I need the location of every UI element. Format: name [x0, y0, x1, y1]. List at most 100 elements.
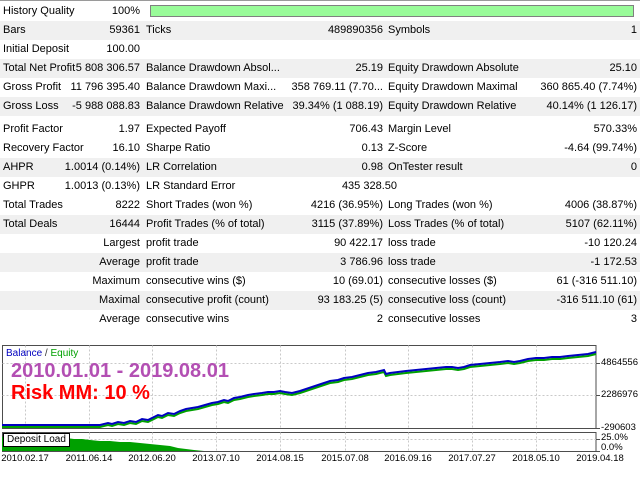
table-row: Total Net Profit 5 808 306.57 Balance Draw… — [0, 59, 640, 78]
cell-value-3: -4.64 (99.74%) — [564, 142, 637, 154]
x-axis-label: 2011.06.14 — [65, 453, 113, 464]
cell-label-1: History Quality — [3, 5, 75, 17]
deposit-axis-label: 25.0% — [601, 432, 628, 443]
balance-line — [2, 351, 597, 426]
chart-legend: Balance / Equity — [6, 348, 78, 359]
chart-canvas — [2, 345, 600, 452]
deposit-load-area — [2, 434, 596, 451]
cell-value-3: 25.10 — [609, 62, 637, 74]
main-grid — [2, 345, 596, 429]
table-row: GHPR 1.0013 (0.13%) LR Standard Error 435 3… — [0, 177, 640, 196]
cell-label-2: Balance Drawdown Maxi... — [146, 81, 277, 93]
cell-value-2: 4216 (36.95%) — [310, 199, 383, 211]
history-quality-bar — [150, 5, 634, 17]
cell-label-2: LR Correlation — [146, 161, 217, 173]
table-row: AHPR 1.0014 (0.14%) LR Correlation 0.98 OnTe… — [0, 158, 640, 177]
table-row: Average consecutive wins 2 consecutive loss… — [0, 310, 640, 329]
cell-value-1: 16.10 — [112, 142, 140, 154]
cell-value-1: 1.97 — [118, 123, 140, 135]
cell-label-2: consecutive wins — [146, 313, 230, 325]
balance-chart: Balance / Equity 2010.01.01 - 2019.08.01… — [0, 333, 640, 480]
x-axis-label: 2012.06.20 — [128, 453, 176, 464]
table-row: Gross Profit 11 796 395.40 Balance Drawdow… — [0, 78, 640, 97]
cell-value-1: -5 988 088.83 — [72, 100, 140, 112]
equity-line — [2, 353, 597, 428]
cell-value-2: 706.43 — [349, 123, 383, 135]
y-axis-label: 4864556 — [601, 357, 638, 368]
x-axis-label: 2015.07.08 — [321, 453, 369, 464]
cell-value-3: 4006 (38.87%) — [564, 199, 637, 211]
cell-label-3: loss trade — [388, 256, 436, 268]
cell-value-3: -10 120.24 — [584, 237, 637, 249]
cell-label-1: Total Trades — [3, 199, 63, 211]
cell-label-2: consecutive profit (count) — [146, 294, 269, 306]
cell-value-2: 90 422.17 — [334, 237, 383, 249]
x-axis-label: 2019.04.18 — [576, 453, 624, 464]
table-row: Gross Loss -5 988 088.83 Balance Drawdown … — [0, 97, 640, 116]
cell-value-1: Average — [99, 256, 140, 268]
cell-value-1: 100.00 — [106, 43, 140, 55]
cell-label-3: Equity Drawdown Relative — [388, 100, 517, 112]
cell-label-2: Short Trades (won %) — [146, 199, 253, 211]
cell-value-2: 0.98 — [361, 161, 383, 173]
table-row: History Quality 100% — [0, 2, 640, 21]
cell-label-1: Total Net Profit — [3, 62, 76, 74]
cell-label-1: GHPR — [3, 180, 35, 192]
cell-label-3: consecutive losses — [388, 313, 481, 325]
cell-value-1: 11 796 395.40 — [70, 81, 140, 93]
cell-value-2: 25.19 — [355, 62, 383, 74]
cell-value-1: Maximal — [99, 294, 140, 306]
cell-label-3: consecutive loss (count) — [388, 294, 506, 306]
cell-label-2: consecutive wins ($) — [146, 275, 246, 287]
cell-label-3: Symbols — [388, 24, 431, 36]
x-axis-label: 2016.09.16 — [384, 453, 432, 464]
cell-label-3: consecutive losses ($) — [388, 275, 497, 287]
cell-label-1: Bars — [3, 24, 26, 36]
cell-value-3: 5107 (62.11%) — [565, 218, 637, 230]
cell-label-3: Loss Trades (% of total) — [388, 218, 505, 230]
table-row: Bars 59361 Ticks 489890356 Symbols 1 — [0, 21, 640, 40]
table-row: Average profit trade 3 786.96 loss trade -1 … — [0, 253, 640, 272]
cell-label-3: Long Trades (won %) — [388, 199, 493, 211]
cell-value-3: -316 511.10 (61) — [556, 294, 637, 306]
cell-label-3: Z-Score — [388, 142, 428, 154]
cell-label-2: Ticks — [146, 24, 172, 36]
cell-label-2: Sharpe Ratio — [146, 142, 211, 154]
cell-value-1: 16444 — [109, 218, 140, 230]
legend-equity: Equity — [50, 348, 79, 359]
table-row: Largest profit trade 90 422.17 loss trade -1… — [0, 234, 640, 253]
cell-label-2: profit trade — [146, 256, 199, 268]
cell-value-1: Largest — [103, 237, 140, 249]
cell-value-1: Maximum — [92, 275, 140, 287]
cell-value-2: 3 786.96 — [340, 256, 383, 268]
statistics-table: History Quality 100% Bars 59361 Ticks 4898903… — [0, 2, 640, 329]
cell-value-2: 3115 (37.89%) — [311, 218, 383, 230]
period-annotation: 2010.01.01 - 2019.08.01 — [11, 360, 229, 382]
table-row: Total Trades 8222 Short Trades (won %) 4216… — [0, 196, 640, 215]
cell-value-2: 93 183.25 (5) — [317, 294, 383, 306]
deposit-load-label: Deposit Load — [3, 433, 70, 447]
cell-label-2: profit trade — [146, 237, 199, 249]
cell-value-1: 1.0013 (0.13%) — [64, 180, 140, 192]
cell-value-1: 59361 — [109, 24, 140, 36]
cell-value-1: 100% — [111, 5, 140, 17]
x-axis-label: 2013.07.10 — [192, 453, 240, 464]
cell-value-1: 1.0014 (0.14%) — [64, 161, 140, 173]
cell-value-1: 5 808 306.57 — [75, 62, 140, 74]
cell-value-3: -1 172.53 — [590, 256, 637, 268]
x-axis-label: 2017.07.27 — [448, 453, 496, 464]
cell-value-3: 0 — [630, 161, 637, 173]
table-row: Profit Factor 1.97 Expected Payoff 706.43 Ma… — [0, 120, 640, 139]
legend-balance: Balance — [6, 348, 43, 359]
cell-value-3: 61 (-316 511.10) — [556, 275, 637, 287]
legend-separator: / — [42, 348, 51, 359]
row-separator — [0, 116, 640, 120]
cell-value-3: 570.33% — [593, 123, 637, 135]
cell-value-3: 360 865.40 (7.74%) — [540, 81, 637, 93]
table-row: Total Deals 16444 Profit Trades (% of tota… — [0, 215, 640, 234]
cell-label-1: AHPR — [3, 161, 34, 173]
cell-label-3: Margin Level — [388, 123, 451, 135]
cell-value-2: 2 — [376, 313, 383, 325]
cell-label-2: Balance Drawdown Absol... — [146, 62, 280, 74]
cell-label-1: Initial Deposit — [3, 43, 70, 55]
